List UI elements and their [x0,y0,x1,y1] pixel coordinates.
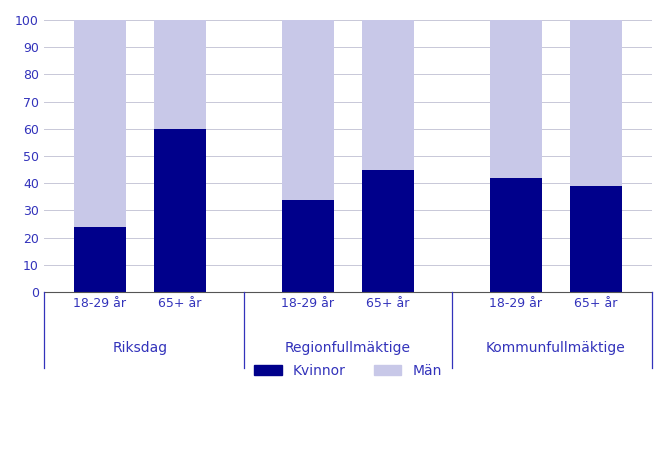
Bar [282,199,334,292]
Legend: Kvinnor, Män: Kvinnor, Män [248,358,448,383]
Text: Riksdag: Riksdag [112,341,167,355]
Bar [74,227,126,292]
Bar [362,20,414,170]
Bar [570,186,622,292]
Text: Kommunfullmäktige: Kommunfullmäktige [486,341,626,355]
Bar [490,178,542,292]
Bar [74,20,126,227]
Bar [490,20,542,178]
Bar [282,20,334,199]
Bar [154,20,206,129]
Bar [154,129,206,292]
Bar [362,170,414,292]
Bar [570,20,622,186]
Text: Regionfullmäktige: Regionfullmäktige [285,341,411,355]
